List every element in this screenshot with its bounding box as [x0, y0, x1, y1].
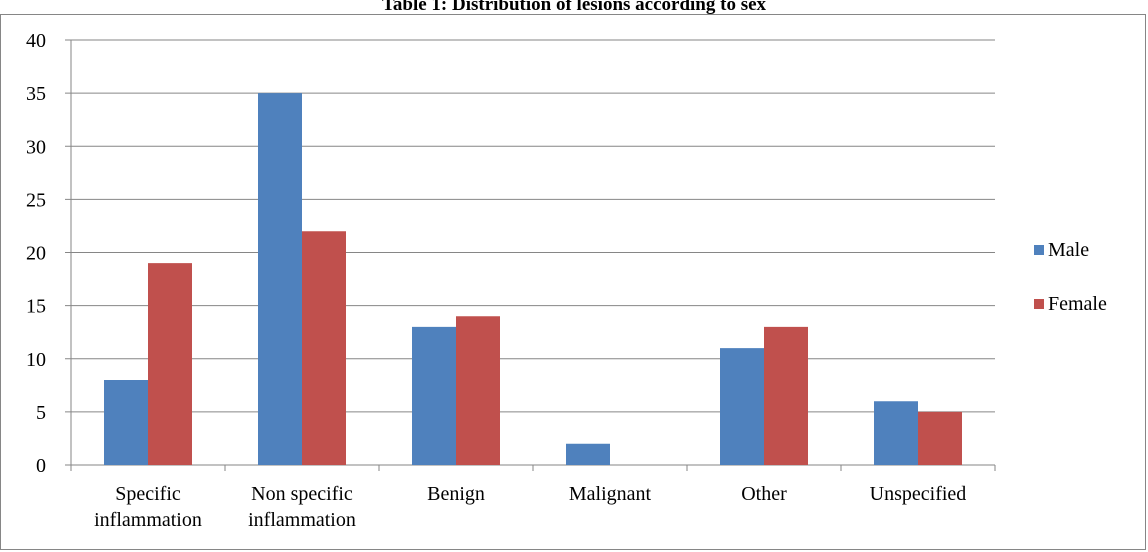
bar-male-0	[104, 380, 148, 465]
y-tick-label: 30	[26, 136, 46, 158]
x-tick-label: inflammation	[248, 509, 356, 531]
legend-label-male: Male	[1048, 238, 1090, 261]
x-tick-label: Specific	[115, 483, 181, 505]
y-tick-label: 20	[26, 243, 46, 265]
x-tick-label: Malignant	[569, 483, 652, 505]
bar-female-1	[302, 231, 346, 465]
legend-swatch-male	[1034, 245, 1044, 255]
y-tick-label: 5	[36, 402, 46, 424]
bar-male-4	[720, 348, 764, 465]
x-tick-label: Non specific	[251, 483, 353, 505]
bar-male-3	[566, 443, 610, 465]
bar-male-1	[258, 93, 302, 465]
legend-item-female: Female	[1034, 292, 1107, 316]
bar-male-2	[412, 326, 456, 465]
y-tick-label: 35	[26, 83, 46, 105]
bar-female-5	[918, 411, 962, 465]
legend-label-female: Female	[1048, 292, 1107, 315]
x-tick-label: Unspecified	[870, 483, 967, 505]
x-tick-label: Benign	[427, 483, 485, 505]
bar-female-4	[764, 326, 808, 465]
x-tick-label: inflammation	[94, 509, 202, 531]
bar-female-0	[148, 263, 192, 465]
y-tick-label: 25	[26, 189, 46, 211]
bar-female-2	[456, 316, 500, 465]
legend: Male Female	[1034, 238, 1107, 346]
legend-swatch-female	[1034, 299, 1044, 309]
legend-item-male: Male	[1034, 238, 1107, 262]
x-tick-label: Other	[741, 483, 787, 505]
y-tick-label: 10	[26, 349, 46, 371]
y-tick-label: 0	[36, 455, 46, 477]
y-tick-label: 15	[26, 296, 46, 318]
y-tick-label: 40	[26, 30, 46, 52]
bar-male-5	[874, 401, 918, 465]
chart-title: Table 1: Distribution of lesions accordi…	[381, 0, 767, 15]
